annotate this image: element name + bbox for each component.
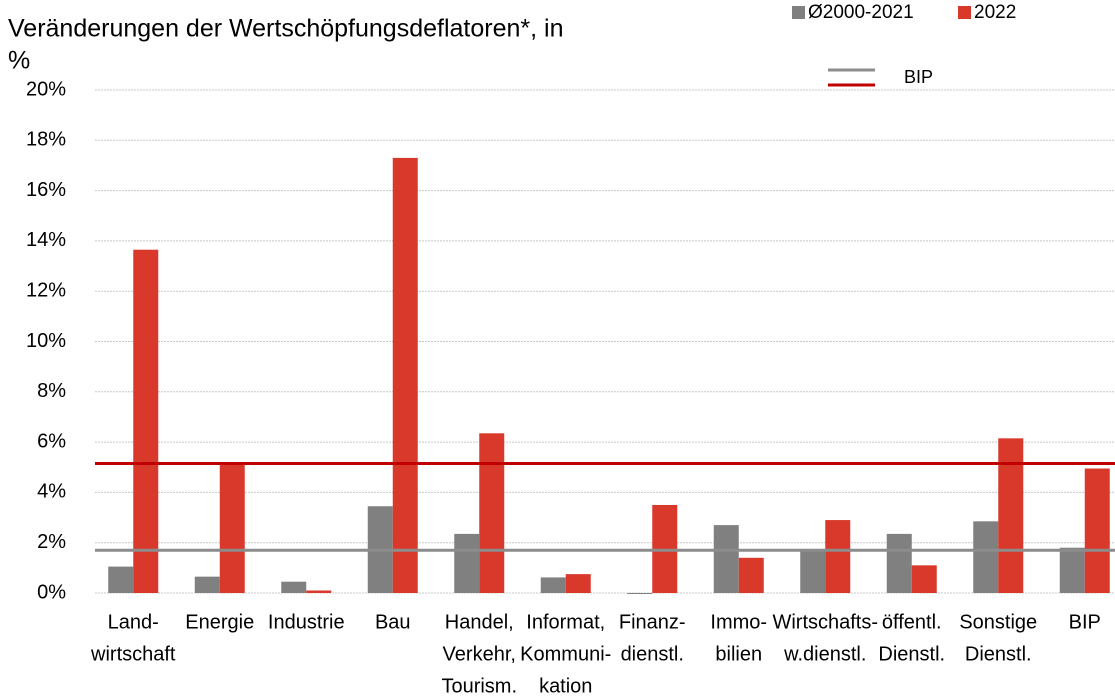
bar: [133, 249, 159, 593]
legend-label: BIP: [904, 67, 933, 87]
bar: [627, 593, 653, 594]
bar: [886, 533, 912, 593]
y-tick-label: 14%: [26, 229, 66, 251]
y-tick-label: 0%: [37, 581, 66, 603]
y-tick-label: 8%: [37, 380, 66, 402]
x-tick-label: BIP: [1069, 611, 1101, 633]
bar: [306, 590, 332, 593]
bar: [108, 566, 134, 593]
y-tick-label: 18%: [26, 129, 66, 151]
x-tick-label: Land-: [108, 611, 159, 633]
x-tick-label: Handel,: [445, 611, 514, 633]
x-tick-label: Informat,: [526, 611, 605, 633]
bar: [998, 438, 1024, 593]
bar: [479, 433, 505, 593]
y-tick-label: 16%: [26, 179, 66, 201]
bar: [800, 548, 826, 593]
y-tick-label: 12%: [26, 279, 66, 301]
y-tick-label: 10%: [26, 330, 66, 352]
y-tick-label: 4%: [37, 481, 66, 503]
x-tick-label: Finanz-: [619, 611, 686, 633]
legend-label: 2022: [974, 2, 1016, 23]
x-tick-label: Bau: [375, 611, 411, 633]
bar: [738, 557, 764, 593]
x-tick-label: w.dienstl.: [783, 643, 866, 665]
bar: [911, 565, 937, 593]
x-tick-label: wirtschaft: [90, 643, 176, 665]
x-tick-label: bilien: [715, 643, 762, 665]
x-tick-label: Sonstige: [959, 611, 1037, 633]
y-tick-label: 6%: [37, 430, 66, 452]
x-tick-label: Tourism.: [441, 675, 517, 697]
x-tick-label: dienstl.: [621, 643, 684, 665]
x-tick-label: Industrie: [268, 611, 345, 633]
bar: [1084, 468, 1110, 593]
x-tick-label: Kommuni-: [520, 643, 611, 665]
chart-title: Veränderungen der Wertschöpfungsdeflator…: [8, 15, 563, 43]
x-tick-label: Dienstl.: [878, 643, 945, 665]
bar: [392, 157, 418, 593]
bar: [219, 463, 245, 593]
legend-swatch: [958, 6, 971, 19]
y-tick-label: 20%: [26, 78, 66, 100]
bar: [540, 577, 566, 593]
chart-title: %: [8, 47, 30, 75]
bar: [194, 576, 220, 593]
bar: [454, 533, 480, 593]
x-tick-label: öffentl.: [882, 611, 942, 633]
bar: [973, 521, 999, 593]
x-tick-label: Verkehr,: [443, 643, 516, 665]
bar: [713, 525, 739, 593]
legend-swatch: [792, 6, 805, 19]
x-tick-label: kation: [539, 675, 592, 697]
legend-label: Ø2000-2021: [808, 2, 914, 23]
x-tick-label: Wirtschafts-: [772, 611, 878, 633]
bar: [281, 581, 307, 593]
bar: [825, 520, 851, 593]
bar: [565, 574, 591, 593]
bar: [1059, 547, 1085, 593]
x-tick-label: Immo-: [710, 611, 767, 633]
x-tick-label: Energie: [185, 611, 254, 633]
y-tick-label: 2%: [37, 531, 66, 553]
x-tick-label: Dienstl.: [965, 643, 1032, 665]
